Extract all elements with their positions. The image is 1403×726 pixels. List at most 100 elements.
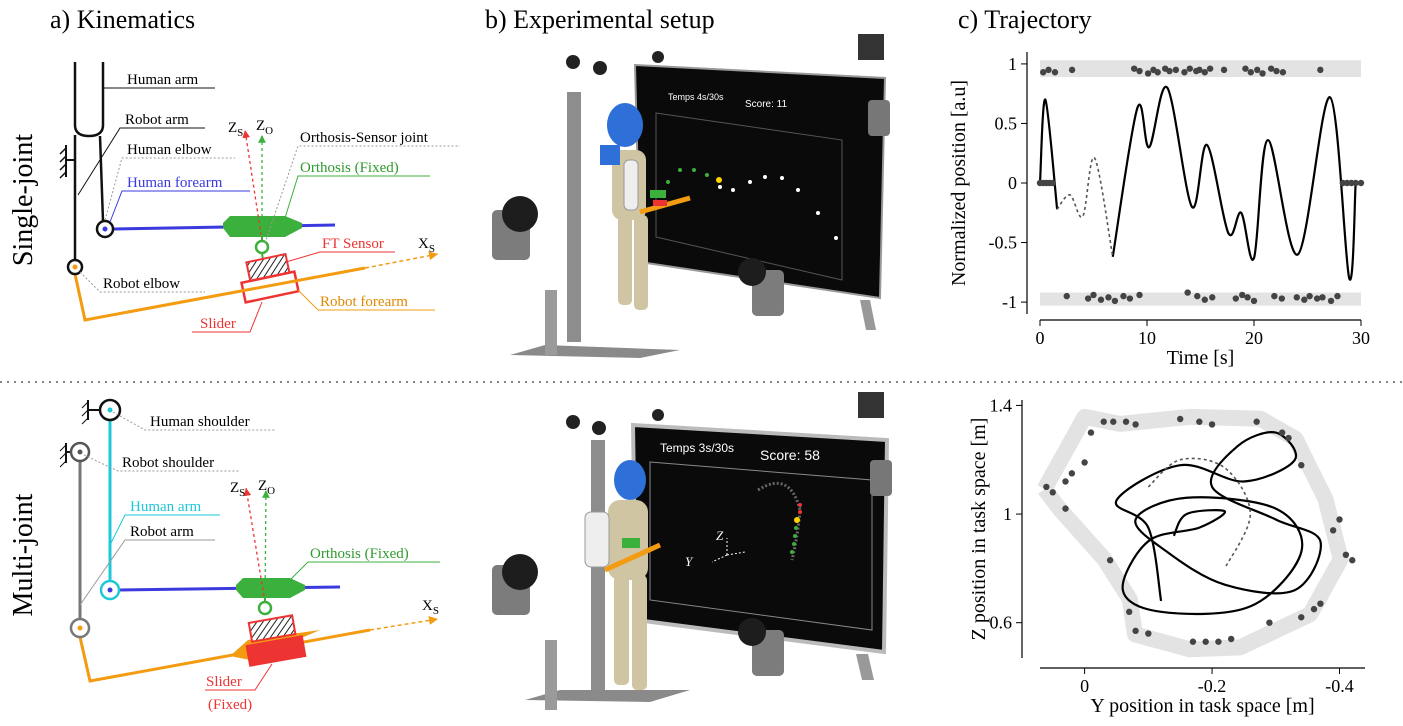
trajectory-line (1038, 85, 1357, 281)
data-point (1301, 296, 1308, 303)
data-point (1310, 605, 1318, 613)
data-point (1062, 505, 1069, 512)
data-point (1244, 294, 1251, 301)
data-point (1196, 418, 1203, 425)
data-point (1327, 297, 1335, 305)
data-point (1298, 614, 1305, 621)
data-point (1062, 478, 1069, 485)
data-point (1181, 69, 1188, 76)
axis-symbol-sub: S (237, 127, 243, 139)
axis-symbol-main: X (422, 598, 433, 614)
diagram-label: FT Sensor (322, 236, 384, 252)
diagram-label: Orthosis (Fixed) (300, 160, 399, 176)
data-point (1220, 66, 1228, 74)
data-point (1068, 66, 1076, 74)
axis-symbol-sub: S (429, 243, 435, 255)
y-tick-label: 0.6 (990, 613, 1013, 633)
x-axis-label: Y position in task space [m] (1090, 695, 1314, 717)
screen-axis: Y (685, 554, 694, 569)
trajectory-line (1056, 157, 1114, 257)
data-point (1298, 461, 1305, 469)
data-point (1250, 297, 1258, 305)
diagram-label: Orthosis (Fixed) (310, 546, 409, 562)
axis-symbol-main: Z (228, 120, 237, 136)
axis-symbol-main: Z (256, 118, 265, 134)
data-point (1132, 627, 1139, 635)
data-point (1087, 429, 1095, 436)
data-point (1172, 66, 1180, 74)
data-point (1306, 292, 1313, 300)
setup-render-bottom (492, 392, 892, 710)
data-point (1273, 67, 1280, 75)
data-point (1293, 294, 1301, 301)
data-point (1313, 295, 1321, 302)
data-point (1166, 67, 1173, 75)
data-point (1232, 295, 1240, 302)
data-point (1090, 291, 1097, 299)
x-tick-label: 0 (1080, 676, 1089, 696)
single-joint-diagram (59, 62, 460, 333)
data-point (1063, 292, 1070, 300)
data-point (1329, 527, 1337, 534)
data-point (1105, 294, 1112, 301)
data-point (1342, 551, 1350, 558)
diagram-label: Human elbow (127, 142, 212, 158)
data-point (1189, 638, 1197, 645)
setup-render-top (492, 34, 890, 358)
data-point (1259, 70, 1266, 77)
diagram-label: Robot forearm (320, 294, 408, 310)
row-label: Single-joint (8, 134, 39, 266)
data-point (1201, 69, 1208, 76)
data-point (1176, 415, 1184, 423)
data-point (1122, 418, 1130, 425)
data-point (1130, 65, 1138, 72)
data-point (1209, 294, 1216, 301)
data-point (1126, 295, 1134, 302)
x-tick-label: 30 (1352, 328, 1370, 348)
data-point (1144, 70, 1152, 77)
data-point (1110, 418, 1117, 425)
data-point (1253, 418, 1260, 425)
data-point (1049, 179, 1057, 187)
data-point (1194, 292, 1201, 300)
axis-symbol-main: X (418, 236, 429, 252)
data-point (1132, 421, 1139, 428)
data-point (1154, 69, 1161, 76)
data-point (1349, 557, 1356, 564)
diagram-label: (Fixed) (208, 697, 252, 713)
axis-symbol: ZO (256, 118, 273, 137)
y-tick-label: -0.5 (989, 233, 1018, 253)
data-point (1136, 67, 1143, 75)
diagram-label: Slider (200, 316, 236, 332)
diagram-label: Slider (206, 674, 242, 690)
x-tick-label: 0 (1036, 328, 1045, 348)
data-point (1111, 297, 1119, 305)
trajectory-line (1147, 457, 1252, 569)
game-score: Score: 58 (760, 447, 820, 463)
x-tick-label: 10 (1138, 328, 1156, 348)
data-point (1254, 66, 1261, 74)
y-tick-label: 1 (1008, 54, 1017, 74)
game-score: Score: 11 (745, 99, 787, 110)
data-point (1100, 418, 1107, 425)
data-point (1278, 429, 1286, 436)
screen-axis: Z (716, 528, 724, 543)
data-point (1285, 434, 1292, 442)
diagram-label: Orthosis-Sensor joint (300, 130, 429, 146)
data-point (1352, 179, 1359, 187)
data-point (1049, 489, 1056, 496)
data-point (1239, 291, 1246, 299)
diagram-label: Human arm (127, 72, 199, 88)
y-tick-label: 1 (1003, 504, 1012, 524)
data-point (1196, 66, 1203, 74)
row-label: Multi-joint (8, 493, 39, 616)
axis-symbol: XS (422, 598, 439, 617)
axis-symbol-main: Z (230, 480, 239, 496)
diagram-label: Human shoulder (150, 414, 250, 430)
panel-title: c) Trajectory (958, 5, 1092, 34)
axis-symbol-sub: S (239, 487, 245, 499)
data-point (1334, 292, 1341, 300)
data-point (1184, 289, 1191, 296)
data-point (1357, 179, 1365, 187)
data-point (1084, 295, 1092, 302)
